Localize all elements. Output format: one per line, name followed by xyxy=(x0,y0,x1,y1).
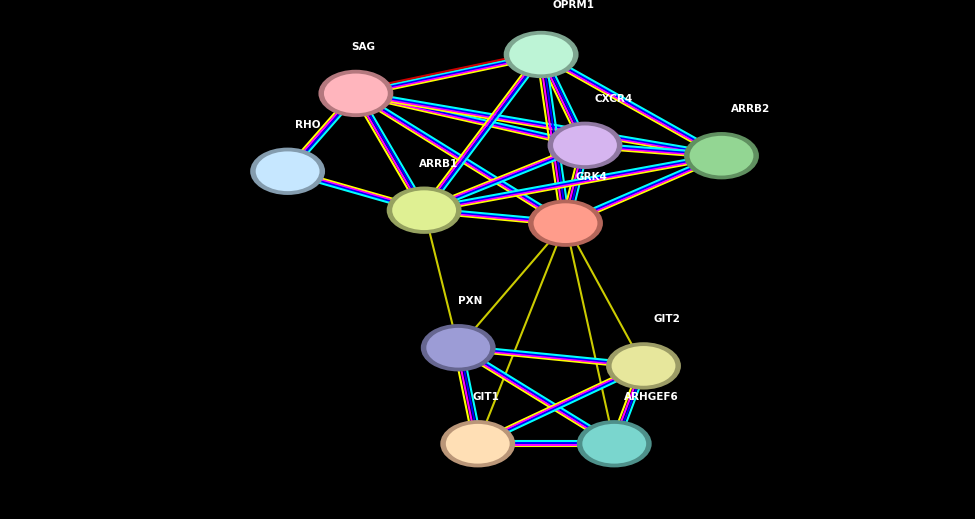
Ellipse shape xyxy=(688,135,755,176)
Ellipse shape xyxy=(441,420,515,468)
Text: GRK4: GRK4 xyxy=(575,172,607,182)
Ellipse shape xyxy=(552,125,618,166)
Ellipse shape xyxy=(577,420,651,468)
Ellipse shape xyxy=(548,121,622,169)
Ellipse shape xyxy=(445,423,511,465)
Text: PXN: PXN xyxy=(458,296,483,306)
Text: GIT2: GIT2 xyxy=(653,315,681,324)
Ellipse shape xyxy=(323,73,389,114)
Ellipse shape xyxy=(528,199,603,247)
Text: SAG: SAG xyxy=(351,42,375,52)
Text: GIT1: GIT1 xyxy=(473,392,500,402)
Ellipse shape xyxy=(425,327,491,368)
Ellipse shape xyxy=(532,202,599,244)
Ellipse shape xyxy=(581,423,647,465)
Text: RHO: RHO xyxy=(295,120,321,130)
Ellipse shape xyxy=(387,186,461,234)
Text: OPRM1: OPRM1 xyxy=(553,0,595,10)
Ellipse shape xyxy=(254,151,321,192)
Ellipse shape xyxy=(319,70,393,117)
Ellipse shape xyxy=(251,147,325,195)
Text: CXCR4: CXCR4 xyxy=(595,94,633,104)
Text: ARRB1: ARRB1 xyxy=(419,159,458,169)
Ellipse shape xyxy=(684,132,759,180)
Text: ARHGEF6: ARHGEF6 xyxy=(624,392,679,402)
Ellipse shape xyxy=(504,31,578,78)
Ellipse shape xyxy=(391,189,457,231)
Ellipse shape xyxy=(421,324,495,372)
Text: ARRB2: ARRB2 xyxy=(731,104,770,114)
Ellipse shape xyxy=(610,345,677,387)
Ellipse shape xyxy=(508,34,574,75)
Ellipse shape xyxy=(606,342,681,390)
